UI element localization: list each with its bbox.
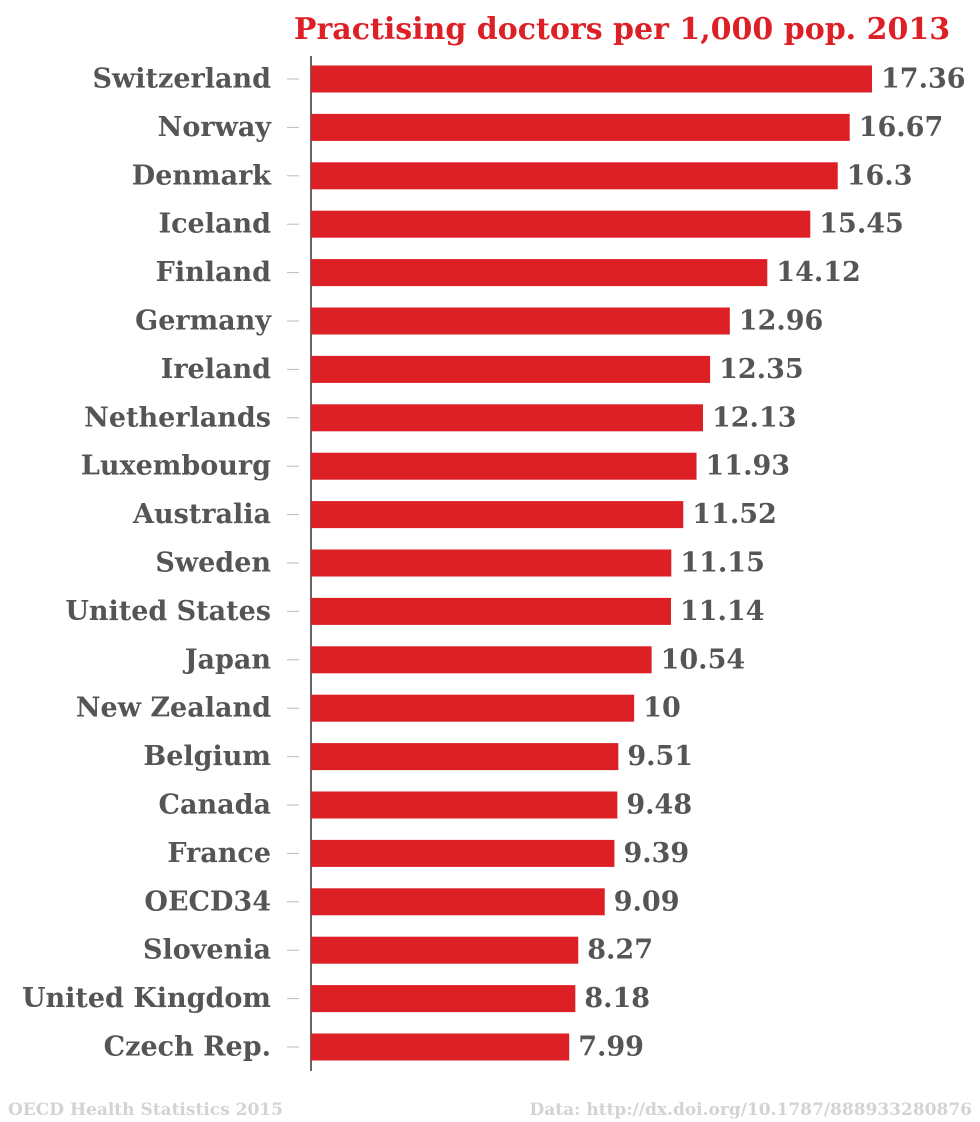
category-label: Canada xyxy=(159,790,271,821)
value-label: 11.93 xyxy=(706,451,791,482)
category-label: New Zealand xyxy=(76,693,271,724)
value-label: 17.36 xyxy=(881,64,966,95)
value-label: 9.39 xyxy=(623,838,689,869)
category-label: Australia xyxy=(132,499,271,530)
bar xyxy=(311,549,672,577)
category-label: Norway xyxy=(158,112,273,143)
bar xyxy=(311,501,684,529)
category-label: Luxembourg xyxy=(81,451,271,482)
category-label: Belgium xyxy=(143,741,271,772)
source-note: OECD Health Statistics 2015 xyxy=(8,1100,283,1120)
value-label: 9.51 xyxy=(627,741,693,772)
bar xyxy=(311,985,576,1013)
chart-title: Practising doctors per 1,000 pop. 2013 xyxy=(294,12,950,47)
bar xyxy=(311,452,697,480)
value-label: 12.35 xyxy=(719,354,804,385)
category-label: Czech Rep. xyxy=(104,1032,271,1063)
bar xyxy=(311,646,652,674)
bar xyxy=(311,113,850,141)
value-label: 9.09 xyxy=(614,886,680,917)
bar xyxy=(311,597,671,625)
bar xyxy=(311,791,618,819)
category-label: United States xyxy=(65,596,271,627)
bar xyxy=(311,210,811,238)
bar xyxy=(311,1033,570,1061)
bar xyxy=(311,694,635,722)
category-label: France xyxy=(167,838,271,869)
category-label: Sweden xyxy=(155,548,271,579)
category-label: Germany xyxy=(135,306,272,337)
category-label: Slovenia xyxy=(143,935,271,966)
category-label: Iceland xyxy=(158,209,271,240)
bar xyxy=(311,743,619,771)
value-label: 7.99 xyxy=(578,1032,644,1063)
value-label: 14.12 xyxy=(776,257,861,288)
category-label: OECD34 xyxy=(144,886,271,917)
data-link: Data: http://dx.doi.org/10.1787/88893328… xyxy=(529,1100,972,1120)
bar xyxy=(311,162,838,190)
category-label: Switzerland xyxy=(93,64,272,95)
bar xyxy=(311,307,730,335)
value-label: 8.27 xyxy=(587,935,653,966)
bar xyxy=(311,839,615,867)
bar xyxy=(311,888,605,916)
value-label: 16.67 xyxy=(859,112,944,143)
bar xyxy=(311,65,872,93)
value-label: 8.18 xyxy=(584,983,650,1014)
bar xyxy=(311,355,711,383)
category-label: Ireland xyxy=(161,354,271,385)
bar xyxy=(311,936,579,964)
category-label: Denmark xyxy=(132,160,273,191)
value-label: 16.3 xyxy=(847,160,913,191)
category-label: United Kingdom xyxy=(22,983,271,1014)
value-label: 12.13 xyxy=(712,402,797,433)
value-label: 9.48 xyxy=(626,790,692,821)
value-label: 11.52 xyxy=(692,499,777,530)
bars-group: Switzerland 17.36 Norway 16.67 Denmark 16.3 Ic… xyxy=(22,64,966,1063)
value-label: 11.15 xyxy=(680,548,765,579)
bar xyxy=(311,404,703,432)
value-label: 10 xyxy=(643,693,681,724)
category-label: Netherlands xyxy=(84,402,271,433)
category-label: Finland xyxy=(156,257,271,288)
category-label: Japan xyxy=(183,644,272,675)
value-label: 12.96 xyxy=(739,306,824,337)
bar xyxy=(311,259,768,287)
value-label: 15.45 xyxy=(819,209,904,240)
value-label: 10.54 xyxy=(661,644,746,675)
value-label: 11.14 xyxy=(680,596,765,627)
